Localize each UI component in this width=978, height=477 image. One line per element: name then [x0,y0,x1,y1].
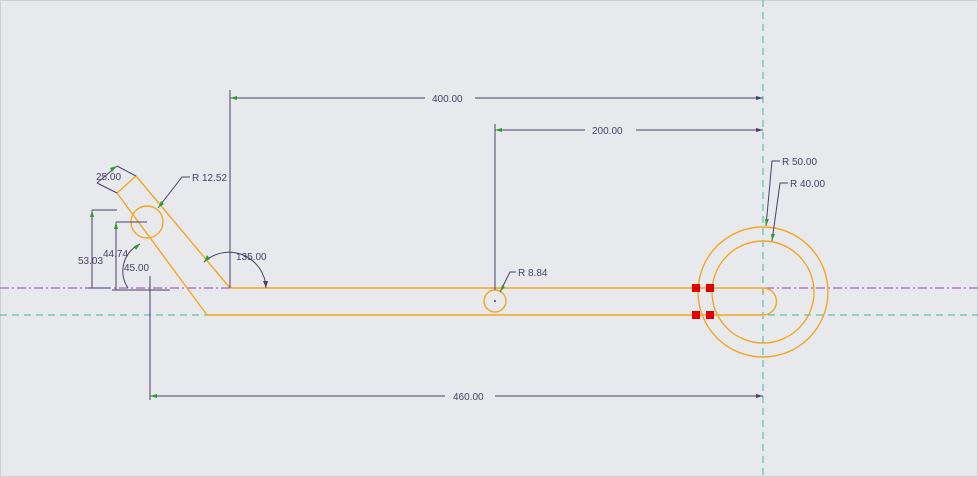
dimension-angle-135-label: 135.00 [236,252,267,263]
arm-line-upper[interactable] [135,175,231,289]
slot-end-arc[interactable] [762,287,778,316]
dimension-r40-label: R 40.00 [790,179,825,190]
dimension-r50[interactable]: R 50.00 [765,157,817,227]
arm-end-line[interactable] [116,175,137,194]
dimension-r40[interactable]: R 40.00 [771,179,825,242]
constraint-marker[interactable] [706,284,714,292]
dimension-angle-45-label: 45.00 [124,263,149,274]
sketch-geometry [116,175,829,358]
small-circle-center [494,300,496,302]
dimension-r1252[interactable]: R 12.52 [157,173,227,209]
dimension-r884-label: R 8.84 [518,268,548,279]
dimension-460-label: 460.00 [453,392,484,403]
constraint-marker[interactable] [692,311,700,319]
dimension-44[interactable]: 44.74 [103,221,170,291]
dimension-400-label: 400.00 [432,94,463,105]
dimension-angle-135[interactable]: 135.00 [203,251,268,289]
dimension-25-label: 25.00 [96,172,121,183]
dimension-44-label: 44.74 [103,249,128,260]
dimension-200[interactable]: 200.00 [494,124,763,290]
dimension-25[interactable]: 25.00 [96,165,137,194]
constraint-markers [692,284,714,319]
constraint-marker[interactable] [692,284,700,292]
constraint-marker[interactable] [706,311,714,319]
center-point [761,290,765,294]
dimension-53[interactable]: 53.03 [78,209,117,289]
arm-line-lower[interactable] [116,192,208,316]
dimension-r1252-label: R 12.52 [192,173,227,184]
dimension-r50-label: R 50.00 [782,157,817,168]
dimension-200-label: 200.00 [592,126,623,137]
dimension-53-label: 53.03 [78,256,103,267]
dimension-400[interactable]: 400.00 [229,90,763,288]
dimension-r884[interactable]: R 8.84 [499,268,548,293]
dimension-angle-45[interactable]: 45.00 [122,243,150,289]
dimension-460[interactable]: 460.00 [149,276,763,403]
